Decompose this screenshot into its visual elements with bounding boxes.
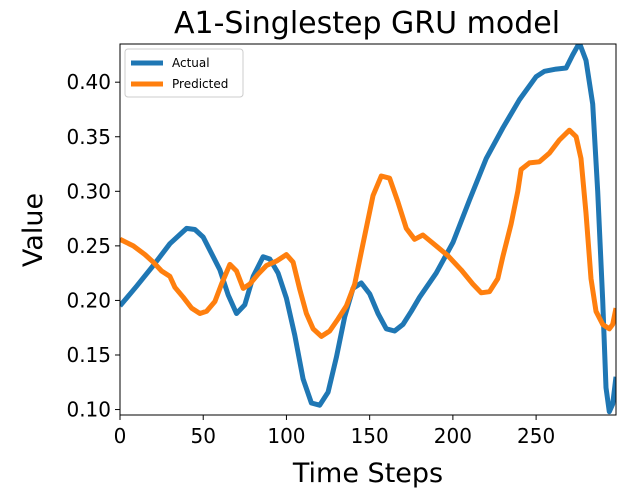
x-tick-label: 100 [267, 424, 305, 448]
x-axis-label: Time Steps [292, 458, 443, 489]
legend-label-actual: Actual [172, 56, 210, 70]
x-tick-label: 250 [517, 424, 555, 448]
series-layer [120, 44, 616, 415]
plot-frame [119, 43, 617, 416]
legend-label-predicted: Predicted [172, 77, 228, 91]
series-line-actual [120, 44, 616, 415]
x-tick-label: 150 [351, 424, 389, 448]
y-tick-label: 0.40 [66, 70, 111, 94]
y-tick-label: 0.10 [66, 398, 111, 422]
y-axis-label: Value [18, 193, 49, 267]
x-tick-label: 200 [434, 424, 472, 448]
y-axis-ticks: 0.10 0.15 0.20 0.25 0.30 0.35 0.40 [66, 70, 120, 422]
chart-title: A1-Singlestep GRU model [174, 6, 560, 41]
y-tick-label: 0.25 [66, 234, 111, 258]
x-tick-label: 0 [114, 424, 127, 448]
x-tick-label: 50 [190, 424, 215, 448]
x-axis-ticks: 0 50 100 150 200 250 [114, 415, 555, 448]
y-tick-label: 0.15 [66, 343, 111, 367]
y-tick-label: 0.30 [66, 179, 111, 203]
y-tick-label: 0.20 [66, 288, 111, 312]
y-tick-label: 0.35 [66, 125, 111, 149]
series-line-predicted [120, 127, 616, 339]
legend: Actual Predicted [124, 48, 244, 98]
